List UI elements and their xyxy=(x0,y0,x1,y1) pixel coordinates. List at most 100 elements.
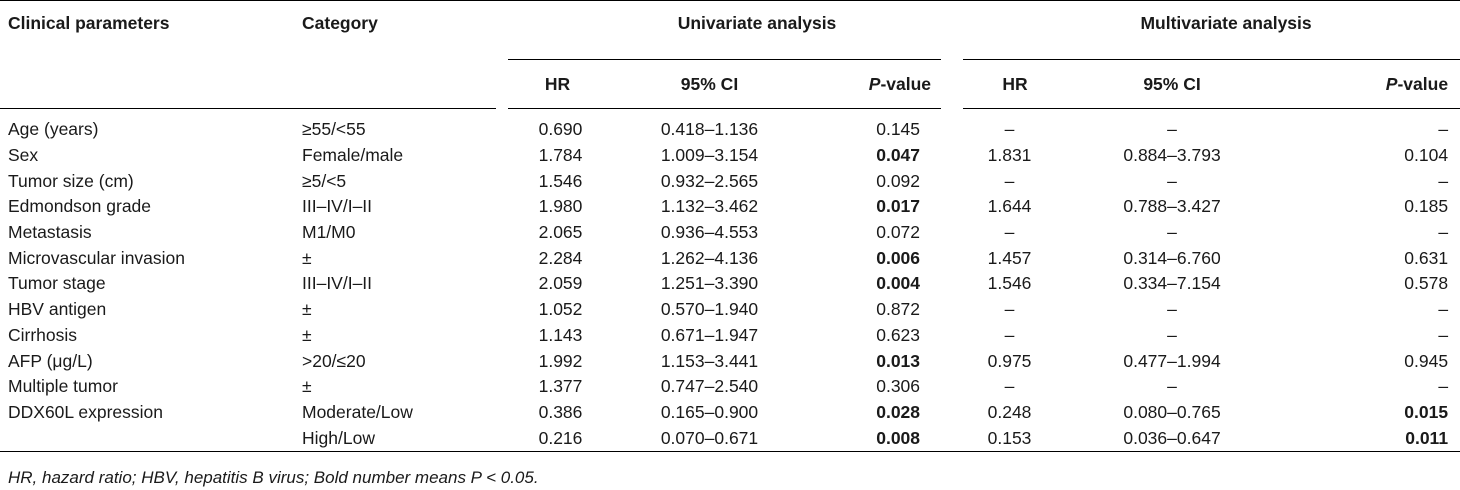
cell-uni-pvalue: 0.008 xyxy=(876,427,921,448)
cell-category: M1/M0 xyxy=(302,222,356,243)
cell-uni-pvalue: 0.872 xyxy=(876,299,921,320)
cell-parameter: Multiple tumor xyxy=(8,376,118,397)
cell-multi-ci: – xyxy=(1167,299,1177,320)
cell-category: Moderate/Low xyxy=(302,401,413,422)
table-row: DDX60L expression Moderate/Low 0.386 0.165–… xyxy=(0,400,1460,426)
cell-multi-hr: 1.546 xyxy=(987,273,1032,294)
cell-multi-ci: 0.080–0.765 xyxy=(1123,401,1221,422)
cell-uni-hr: 1.992 xyxy=(538,350,583,371)
cell-parameter: Sex xyxy=(8,145,39,166)
header-univariate: Univariate analysis xyxy=(677,13,837,33)
cell-uni-pvalue: 0.004 xyxy=(876,273,921,294)
cell-multi-hr: – xyxy=(1004,376,1015,397)
table-row: Edmondson grade III–IV/I–II 1.980 1.132–3.4… xyxy=(0,194,1460,220)
cell-multi-ci: – xyxy=(1167,170,1177,191)
cell-uni-ci: 0.747–2.540 xyxy=(660,376,759,397)
cell-uni-hr: 0.216 xyxy=(538,427,583,448)
table-row: Sex Female/male 1.784 1.009–3.154 0.047 1.831… xyxy=(0,143,1460,169)
table-footnote: HR, hazard ratio; HBV, hepatitis B virus… xyxy=(8,468,539,487)
cell-uni-pvalue: 0.145 xyxy=(876,119,921,140)
cell-uni-hr: 1.784 xyxy=(538,145,583,166)
cell-multi-pvalue: – xyxy=(1438,299,1449,320)
cell-multi-hr: – xyxy=(1004,324,1015,345)
table-row: Age (years) ≥55/<55 0.690 0.418–1.136 0.145 –… xyxy=(0,109,1460,143)
cell-parameter: Microvascular invasion xyxy=(8,247,186,268)
cell-multi-hr: 1.831 xyxy=(987,145,1032,166)
header-multi-ci: 95% CI xyxy=(1067,59,1278,109)
cell-multi-hr: – xyxy=(1004,222,1015,243)
cell-uni-ci: 0.165–0.900 xyxy=(660,401,759,422)
cell-multi-hr: 1.644 xyxy=(987,196,1032,217)
cell-multi-hr: – xyxy=(1004,299,1015,320)
cell-uni-ci: 0.671–1.947 xyxy=(660,324,759,345)
cell-category: ± xyxy=(302,247,312,268)
cell-multi-hr: – xyxy=(1004,170,1015,191)
cell-multi-ci: 0.334–7.154 xyxy=(1123,273,1221,294)
header-uni-ci: 95% CI xyxy=(607,59,812,109)
cell-parameter xyxy=(0,425,282,451)
cell-multi-pvalue: – xyxy=(1438,376,1449,397)
header-uni-hr: HR xyxy=(496,59,607,109)
cell-uni-ci: 0.070–0.671 xyxy=(660,427,759,448)
cell-uni-hr: 1.546 xyxy=(538,170,583,191)
table-row: Tumor size (cm) ≥5/<5 1.546 0.932–2.565 0.09… xyxy=(0,168,1460,194)
cell-uni-hr: 2.065 xyxy=(538,222,583,243)
cell-parameter: DDX60L expression xyxy=(8,401,163,422)
cell-uni-hr: 1.980 xyxy=(538,196,583,217)
cell-parameter: Cirrhosis xyxy=(8,324,78,345)
cell-uni-pvalue: 0.017 xyxy=(876,196,921,217)
cell-uni-ci: 0.932–2.565 xyxy=(660,170,759,191)
cell-category: III–IV/I–II xyxy=(302,196,373,217)
cell-multi-pvalue: 0.185 xyxy=(1404,196,1449,217)
header-category: Category xyxy=(302,13,378,33)
cell-multi-pvalue: 0.631 xyxy=(1404,247,1449,268)
cell-uni-ci: 1.153–3.441 xyxy=(660,350,759,371)
cell-multi-pvalue: – xyxy=(1438,119,1449,140)
cell-multi-ci: 0.036–0.647 xyxy=(1123,427,1221,448)
cell-multi-ci: – xyxy=(1167,222,1177,243)
table-row: Cirrhosis ±1.143 0.671–1.947 0.623 – – – xyxy=(0,323,1460,349)
cell-category: ≥55/<55 xyxy=(302,119,366,140)
header-multi-hr: HR xyxy=(952,59,1068,109)
cell-uni-ci: 0.570–1.940 xyxy=(660,299,759,320)
header-multivariate: Multivariate analysis xyxy=(1140,13,1312,33)
cell-category: High/Low xyxy=(302,427,375,448)
cell-uni-ci: 1.251–3.390 xyxy=(660,273,759,294)
table-row: Metastasis M1/M0 2.065 0.936–4.553 0.072 – – – xyxy=(0,220,1460,246)
table-row: Multiple tumor ±1.377 0.747–2.540 0.306 – – – xyxy=(0,374,1460,400)
header-uni-pvalue: P-value xyxy=(812,59,964,109)
table-row: Tumor stage III–IV/I–II 2.059 1.251–3.390 0.… xyxy=(0,271,1460,297)
cell-multi-pvalue: – xyxy=(1438,324,1449,345)
cell-multi-ci: – xyxy=(1167,119,1177,140)
cell-uni-pvalue: 0.092 xyxy=(876,170,921,191)
cell-multi-pvalue: 0.104 xyxy=(1404,145,1449,166)
cell-multi-ci: 0.477–1.994 xyxy=(1123,350,1221,371)
cell-uni-hr: 0.690 xyxy=(538,119,583,140)
cell-uni-hr: 1.052 xyxy=(538,299,583,320)
cell-uni-ci: 0.418–1.136 xyxy=(660,119,759,140)
header-clinical-parameters: Clinical parameters xyxy=(8,13,170,33)
cell-category: ≥5/<5 xyxy=(302,170,347,191)
cell-multi-hr: 0.153 xyxy=(987,427,1032,448)
cell-uni-pvalue: 0.013 xyxy=(876,350,921,371)
table-row: Microvascular invasion ±2.284 1.262–4.136 0… xyxy=(0,245,1460,271)
cell-category: III–IV/I–II xyxy=(302,273,373,294)
table-row: HBV antigen ±1.052 0.570–1.940 0.872 – – – xyxy=(0,297,1460,323)
cell-uni-hr: 2.059 xyxy=(538,273,583,294)
cell-uni-hr: 1.377 xyxy=(538,376,583,397)
cell-parameter: AFP (μg/L) xyxy=(8,350,93,371)
cell-uni-hr: 0.386 xyxy=(538,401,583,422)
cell-multi-pvalue: 0.015 xyxy=(1404,401,1449,422)
cell-uni-ci: 1.009–3.154 xyxy=(660,145,759,166)
cell-multi-ci: – xyxy=(1167,324,1177,345)
cell-uni-ci: 1.262–4.136 xyxy=(660,247,759,268)
cell-multi-ci: – xyxy=(1167,376,1177,397)
cell-uni-ci: 0.936–4.553 xyxy=(660,222,759,243)
cell-uni-pvalue: 0.623 xyxy=(876,324,921,345)
header-multi-pvalue: P-value xyxy=(1277,59,1460,109)
cell-category: ± xyxy=(302,324,312,345)
cell-multi-ci: 0.884–3.793 xyxy=(1123,145,1221,166)
cell-category: ± xyxy=(302,299,312,320)
cell-multi-pvalue: 0.945 xyxy=(1404,350,1449,371)
cell-category: >20/≤20 xyxy=(302,350,366,371)
